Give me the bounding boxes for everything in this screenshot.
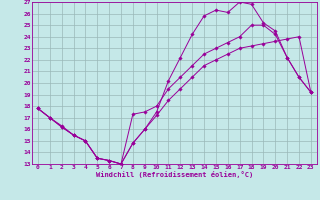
X-axis label: Windchill (Refroidissement éolien,°C): Windchill (Refroidissement éolien,°C)	[96, 171, 253, 178]
